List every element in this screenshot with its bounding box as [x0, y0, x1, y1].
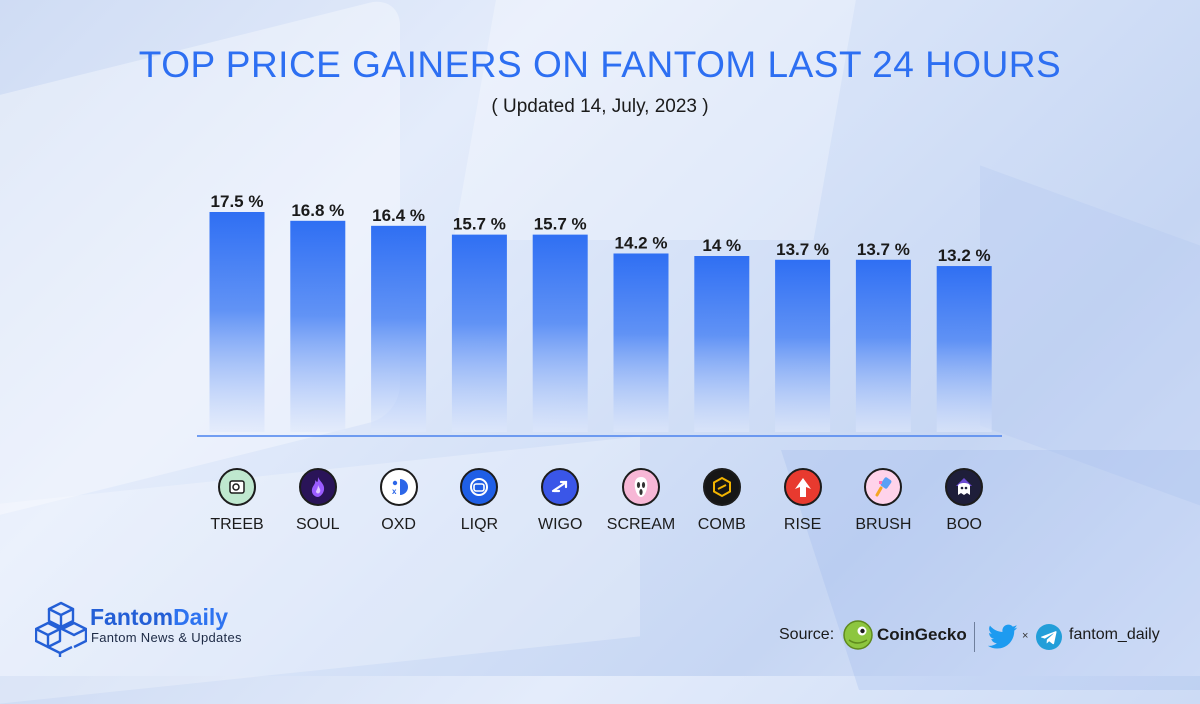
token-boo: BOO: [914, 468, 1014, 534]
token-oxd: x OXD: [349, 468, 449, 534]
brand-tagline: Fantom News & Updates: [91, 630, 242, 645]
value-label-comb: 14 %: [702, 236, 741, 255]
value-label-liqr: 15.7 %: [453, 215, 506, 234]
bar-treeb: [209, 212, 265, 432]
comb-hexagon-icon: [702, 468, 741, 506]
fantomdaily-logo-icon: [35, 601, 87, 657]
value-label-rise: 13.7 %: [776, 240, 829, 259]
scream-mask-icon: [622, 468, 660, 506]
value-label-treeb: 17.5 %: [211, 192, 264, 211]
token-treeb: TREEB: [187, 468, 287, 534]
twitter-bird-icon[interactable]: [988, 624, 1018, 650]
coingecko-logo-icon: [843, 620, 873, 650]
token-name-label: RISE: [783, 516, 822, 533]
telegram-plane-icon[interactable]: [1035, 623, 1063, 651]
soul-flame-icon: [298, 468, 337, 506]
brush-icon: [864, 468, 903, 506]
social-handle[interactable]: fantom_daily: [1069, 626, 1160, 643]
bar-oxd: [371, 225, 427, 432]
token-name-label: COMB: [697, 516, 746, 533]
chart-title: TOP PRICE GAINERS ON FANTOM LAST 24 HOUR…: [138, 44, 1062, 85]
token-name-label: LIQR: [460, 516, 499, 533]
bar-wigo: [532, 234, 588, 432]
rise-arrow-icon: [783, 468, 822, 506]
token-liqr: LIQR: [429, 468, 529, 534]
value-label-brush: 13.7 %: [857, 240, 910, 259]
token-brush: BRUSH: [833, 468, 933, 534]
footer-divider: [974, 622, 975, 652]
brand-name-part2: Daily: [173, 604, 229, 630]
svg-text:x: x: [392, 487, 397, 496]
bar-chart: 17.5 % 16.8 % 16.4 % 15.7 % 15.7 % 14.2 % 14 %…: [197, 192, 1002, 437]
token-name-label: WIGO: [537, 516, 583, 533]
value-label-soul: 16.8 %: [291, 201, 344, 220]
bar-scream: [613, 253, 669, 432]
bar-brush: [855, 259, 911, 432]
token-name-label: BRUSH: [855, 516, 912, 533]
bar-liqr: [451, 234, 507, 432]
oxd-logo-icon: x: [379, 468, 418, 506]
source-name: CoinGecko: [877, 625, 967, 644]
token-name-label: SOUL: [296, 516, 340, 533]
value-label-oxd: 16.4 %: [372, 206, 425, 225]
bar-rise: [775, 259, 831, 432]
bar-boo: [936, 266, 992, 432]
treeb-logo-icon: [218, 468, 256, 506]
token-soul: SOUL: [268, 468, 368, 534]
brand-name: FantomDaily: [90, 604, 228, 631]
bar-comb: [694, 256, 750, 432]
liqr-logo-icon: [460, 468, 499, 506]
chart-subtitle: ( Updated 14, July, 2023 ): [491, 96, 709, 117]
value-label-boo: 13.2 %: [938, 246, 991, 265]
token-wigo: WIGO: [510, 468, 610, 534]
token-rise: RISE: [753, 468, 853, 534]
boo-ghost-icon: [945, 468, 984, 506]
token-name-label: OXD: [381, 516, 416, 533]
value-label-scream: 14.2 %: [615, 233, 668, 252]
bar-soul: [290, 220, 346, 432]
value-label-wigo: 15.7 %: [534, 215, 587, 234]
brand-name-part1: Fantom: [90, 604, 174, 630]
token-scream: SCREAM: [591, 468, 691, 534]
source-label: Source:: [779, 626, 835, 643]
wigo-arrows-icon: [541, 468, 580, 506]
icon-separator: ×: [1022, 630, 1029, 642]
token-name-label: TREEB: [210, 516, 264, 533]
token-name-label: BOO: [946, 516, 982, 533]
token-comb: COMB: [672, 468, 772, 534]
token-name-label: SCREAM: [606, 516, 676, 533]
